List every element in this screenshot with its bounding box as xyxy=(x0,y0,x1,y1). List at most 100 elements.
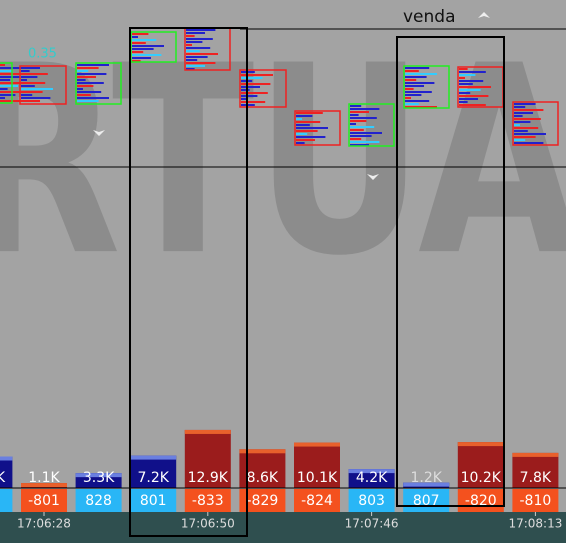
volume-cap xyxy=(403,482,450,487)
profile-bar xyxy=(296,130,318,132)
volume-cap xyxy=(294,442,340,447)
profile-bar xyxy=(296,124,310,126)
profile-bar xyxy=(21,85,35,87)
volume-cap xyxy=(512,452,559,457)
profile-bar xyxy=(77,79,86,81)
profile-bar xyxy=(21,70,30,72)
profile-bar xyxy=(405,70,419,72)
profile-bar xyxy=(514,109,544,111)
profile-bar xyxy=(21,79,27,81)
profile-bar xyxy=(21,94,33,96)
profile-bar xyxy=(186,59,198,61)
profile-bar xyxy=(296,127,328,129)
profile-bar xyxy=(405,76,427,78)
profile-bar xyxy=(514,133,546,135)
footprint-box xyxy=(19,65,67,105)
profile-bar xyxy=(77,70,89,72)
profile-bar xyxy=(350,111,369,113)
delta-cell xyxy=(0,489,13,512)
time-axis xyxy=(0,512,566,543)
profile-bar xyxy=(296,112,323,114)
time-label: 17:06:50 xyxy=(181,517,235,531)
volume-label: 7.8K xyxy=(520,470,552,486)
profile-bar xyxy=(186,53,218,55)
profile-bar xyxy=(405,106,437,108)
profile-bar xyxy=(405,67,430,69)
profile-bar xyxy=(186,41,203,43)
profile-bar xyxy=(132,48,154,50)
delta-label: -833 xyxy=(192,493,224,509)
profile-bar xyxy=(21,73,48,75)
profile-bar xyxy=(186,29,216,31)
profile-bar xyxy=(186,65,205,67)
volume-cap xyxy=(130,455,177,460)
profile-bar xyxy=(186,44,192,46)
delta-label: 803 xyxy=(358,493,385,509)
profile-bar xyxy=(514,130,528,132)
profile-bar xyxy=(459,95,489,97)
footprint-box xyxy=(75,62,122,105)
profile-bar xyxy=(350,138,362,140)
profile-bar xyxy=(459,80,484,82)
profile-bar xyxy=(186,62,216,64)
profile-bar xyxy=(186,38,213,40)
delta-label: -829 xyxy=(247,493,279,509)
profile-bar xyxy=(0,85,18,87)
profile-bar xyxy=(77,85,94,87)
profile-bar xyxy=(21,97,51,99)
profile-bar xyxy=(0,94,16,96)
volume-label: 12.9K xyxy=(188,470,229,486)
cursor-icon xyxy=(367,174,379,180)
profile-bar xyxy=(186,35,195,37)
footprint-box xyxy=(0,62,13,104)
profile-bar xyxy=(132,51,144,53)
profile-bar xyxy=(0,82,29,84)
footprint-box xyxy=(512,101,559,146)
profile-bar xyxy=(77,88,83,90)
profile-bar xyxy=(0,70,13,72)
profile-bar xyxy=(296,142,305,144)
profile-bar xyxy=(459,98,478,100)
delta-cell xyxy=(21,489,67,512)
profile-bar xyxy=(241,98,247,100)
profile-bar xyxy=(241,86,260,88)
delta-cell xyxy=(184,489,231,512)
selection-box xyxy=(129,27,248,537)
delta-cell xyxy=(130,489,177,512)
volume-label: K xyxy=(0,470,6,486)
volume-cap xyxy=(457,442,504,447)
volume-label: 1.1K xyxy=(28,470,60,486)
profile-bar xyxy=(405,88,414,90)
profile-bar xyxy=(186,32,205,34)
delta-cell xyxy=(512,489,559,512)
volume-label: 4.2K xyxy=(356,470,388,486)
profile-bar xyxy=(21,91,43,93)
profile-bar xyxy=(350,129,364,131)
profile-bar xyxy=(241,101,266,103)
profile-bar xyxy=(77,82,104,84)
delta-label: -801 xyxy=(28,493,60,509)
profile-bar xyxy=(296,133,308,135)
profile-bar xyxy=(77,94,91,96)
cursor-icon xyxy=(93,130,105,136)
profile-bar xyxy=(405,94,422,96)
profile-bar xyxy=(132,39,157,41)
profile-bar xyxy=(241,74,273,76)
profile-bar xyxy=(186,56,208,58)
profile-bar xyxy=(77,67,99,69)
profile-bar xyxy=(21,67,40,69)
volume-cap xyxy=(75,473,122,478)
profile-bar xyxy=(459,74,476,76)
delta-cell xyxy=(75,489,122,512)
profile-bar xyxy=(405,79,417,81)
delta-label: -810 xyxy=(520,493,552,509)
profile-bar xyxy=(241,83,271,85)
profile-bar xyxy=(0,97,5,99)
profile-bar xyxy=(405,73,437,75)
watermark: RTUA xyxy=(0,11,566,313)
profile-bar xyxy=(186,68,195,70)
volume-bar xyxy=(294,442,340,488)
footprint-box xyxy=(403,65,450,109)
volume-label: 10.2K xyxy=(461,470,502,486)
volume-bar xyxy=(184,429,231,488)
